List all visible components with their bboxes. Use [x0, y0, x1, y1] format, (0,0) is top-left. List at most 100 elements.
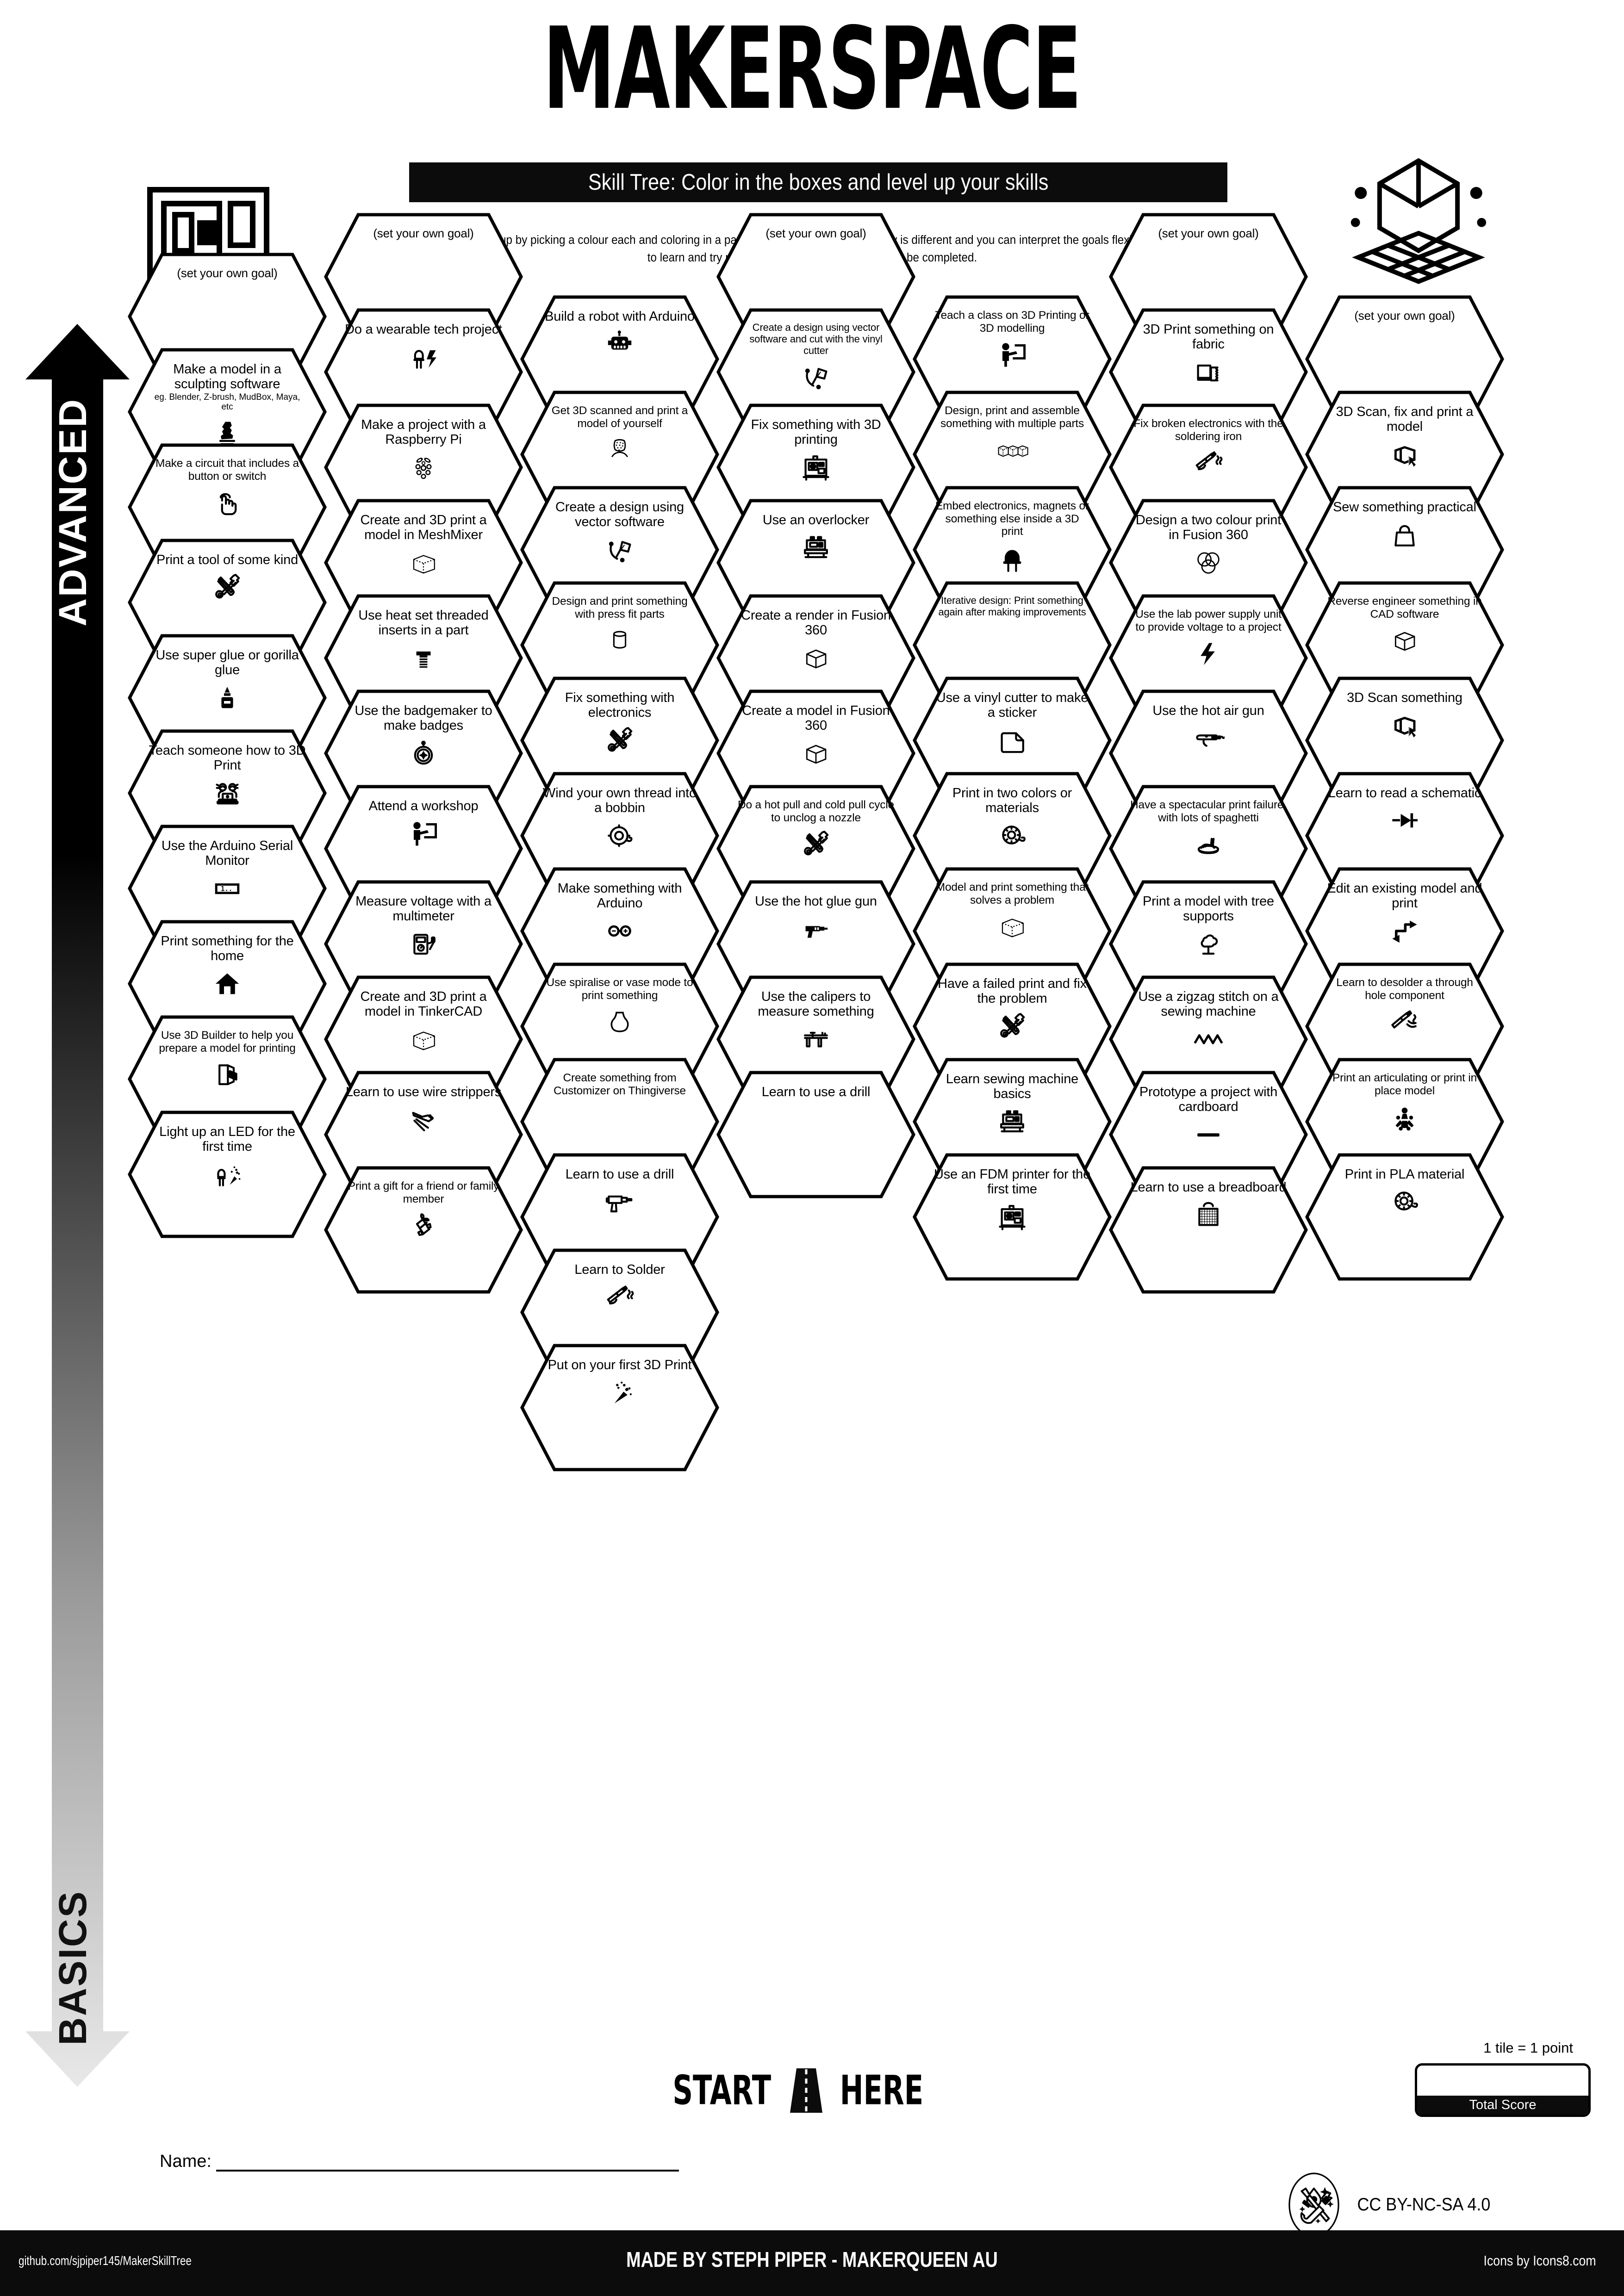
skill-tile[interactable]: Reverse engineer something in CAD softwa… [1305, 581, 1504, 709]
skill-tile[interactable]: Print a gift for a friend or family memb… [324, 1166, 523, 1294]
skill-tile[interactable]: Prototype a project with cardboard [1109, 1071, 1308, 1198]
skill-tile-label: Attend a workshop [368, 799, 479, 813]
skill-tile-label: (set your own goal) [373, 226, 474, 240]
skill-tile-label: 3D Scan, fix and print a model [1336, 404, 1474, 434]
badge-icon [407, 736, 440, 770]
skill-tile-label: Fix something with electronics [565, 690, 675, 720]
skill-tile[interactable]: Use spiralise or vase mode to print some… [520, 962, 719, 1090]
skill-tile[interactable]: Embed electronics, magnets or something … [913, 486, 1112, 614]
skill-tile[interactable]: Create a design using vector software an… [716, 308, 915, 436]
icons-credit[interactable]: Icons by Icons8.com [1483, 2253, 1596, 2269]
tools-icon [800, 827, 832, 861]
github-link[interactable]: github.com/sjpiper145/MakerSkillTree [19, 2253, 192, 2268]
skill-tile-label: Use spiralise or vase mode to print some… [546, 976, 693, 1002]
skill-tile[interactable]: Iterative design: Print something again … [913, 581, 1112, 709]
skill-tile[interactable]: Use the badgemaker to make badges [324, 689, 523, 817]
skill-tile-label: Create something from Customizer on Thin… [554, 1072, 686, 1097]
multimeter-icon [407, 927, 440, 961]
total-score-box[interactable]: Total Score [1415, 2063, 1591, 2117]
skill-tile[interactable]: Make a project with a Raspberry Pi [324, 403, 523, 531]
skill-tile-label: Fix broken electronics with the solderin… [1133, 417, 1283, 443]
skill-tile[interactable]: Teach a class on 3D Printing or 3D model… [913, 295, 1112, 423]
skill-tile[interactable]: Learn to use a drill [716, 1071, 915, 1198]
skill-tile[interactable]: 3D Print something on fabric [1109, 308, 1308, 436]
name-input-line[interactable] [216, 2169, 679, 2172]
skill-tile[interactable]: Print in PLA material [1305, 1153, 1504, 1281]
bag-icon [1388, 517, 1421, 552]
skill-tile[interactable]: (set your own goal) [128, 253, 327, 380]
skill-tile[interactable]: Edit an existing model and print [1305, 867, 1504, 995]
skill-tile-label: Iterative design: Print something again … [938, 595, 1086, 618]
skill-tile-label: 3D Scan something [1347, 690, 1462, 705]
skill-tile[interactable]: Create a model in Fusion 360 [716, 689, 915, 817]
skill-tile[interactable]: Fix something with electronics [520, 676, 719, 804]
skill-tile[interactable]: Have a failed print and fix the problem [913, 962, 1112, 1090]
skill-tile-label: Do a hot pull and cold pull cycle to unc… [738, 799, 894, 824]
skill-tile[interactable]: Model and print something that solves a … [913, 867, 1112, 995]
skill-tile[interactable]: Use an FDM printer for the first time [913, 1153, 1112, 1281]
skill-tile[interactable]: Teach someone how to 3D Print [128, 729, 327, 857]
name-label: Name: [160, 2152, 212, 2171]
skill-tile[interactable]: Make a circuit that includes a button or… [128, 443, 327, 571]
skill-tile-label: Learn to Solder [574, 1262, 665, 1277]
skill-tile[interactable]: (set your own goal) [1305, 295, 1504, 423]
led-icon [996, 541, 1028, 575]
skill-tile[interactable]: Wind your own thread into a bobbin [520, 772, 719, 900]
skill-tile[interactable]: Make something with Arduino [520, 867, 719, 995]
skill-tile-label: Design, print and assemble something wit… [940, 404, 1084, 430]
skill-tile[interactable]: Learn to desolder a through hole compone… [1305, 962, 1504, 1090]
skill-tile-label: Sew something practical [1333, 500, 1476, 515]
skill-tile[interactable]: Get 3D scanned and print a model of your… [520, 391, 719, 518]
skill-tile-label: Have a spectacular print failure, with l… [1130, 799, 1287, 824]
wire-strippers-icon [407, 1102, 440, 1136]
confetti-icon [604, 1375, 636, 1409]
skill-tile-label: Make something with Arduino [557, 881, 682, 911]
tools-icon [996, 1009, 1028, 1043]
skill-tile[interactable]: Print a tool of some kind [128, 539, 327, 666]
total-score-label: Total Score [1417, 2096, 1588, 2115]
skill-tile[interactable]: Use a vinyl cutter to make a sticker [913, 676, 1112, 804]
skill-tile[interactable]: Design a two colour print in Fusion 360 [1109, 499, 1308, 627]
presenter-icon [407, 816, 440, 850]
skill-tile[interactable]: Use the hot glue gun [716, 880, 915, 1008]
skill-tile[interactable]: Learn sewing machine basics [913, 1058, 1112, 1185]
skill-tile[interactable]: Measure voltage with a multimeter [324, 880, 523, 1008]
vector-pen-icon [604, 533, 636, 567]
skill-tile-label: Learn to use wire strippers [345, 1085, 502, 1099]
skill-tile[interactable]: Use the lab power supply unit to provide… [1109, 594, 1308, 722]
skill-tile-label: Use 3D Builder to help you prepare a mod… [159, 1029, 296, 1055]
skill-tile[interactable]: Create and 3D print a model in TinkerCAD [324, 975, 523, 1103]
skill-tile[interactable]: Learn to use a drill [520, 1153, 719, 1281]
name-field-row[interactable]: Name: [160, 2152, 679, 2172]
skill-tile[interactable]: 3D Scan something [1305, 676, 1504, 804]
skill-tile[interactable]: Put on your first 3D Print [520, 1344, 719, 1471]
skill-tile[interactable]: Create something from Customizer on Thin… [520, 1058, 719, 1185]
skill-tile[interactable]: Design and print something with press fi… [520, 581, 719, 709]
dotted-cube-icon [407, 1022, 440, 1056]
skill-tile[interactable]: Learn to use a breadboard [1109, 1166, 1308, 1294]
skill-tile[interactable]: Make a model in a sculpting software eg.… [128, 348, 327, 476]
skill-tile[interactable]: Use heat set threaded inserts in a part [324, 594, 523, 722]
skill-tile[interactable]: Create a render in Fusion 360 [716, 594, 915, 722]
skill-tile-label: Learn to use a breadboard [1130, 1180, 1287, 1195]
sewing-machine-icon [996, 1105, 1028, 1139]
skill-tile[interactable]: Print in two colors or materials [913, 772, 1112, 900]
skill-tile[interactable]: Use the calipers to measure something [716, 975, 915, 1103]
tile-point-note: 1 tile = 1 point [1483, 2040, 1573, 2056]
skill-tile-label: Edit an existing model and print [1327, 881, 1482, 911]
skill-tile[interactable]: Use super glue or gorilla glue [128, 634, 327, 762]
skill-tile[interactable]: Do a wearable tech project [324, 308, 523, 436]
skill-tile[interactable]: Light up an LED for the first time [128, 1111, 327, 1238]
soldering-iron-icon [604, 1280, 636, 1314]
skill-tile[interactable]: Have a spectacular print failure, with l… [1109, 785, 1308, 912]
skill-tile[interactable]: Learn to use wire strippers [324, 1071, 523, 1198]
skill-tile-label: 3D Print something on fabric [1143, 322, 1274, 352]
skill-tile-label: Do a wearable tech project [345, 322, 502, 337]
skill-tile[interactable]: Fix something with 3D printing [716, 403, 915, 531]
skill-tile[interactable]: Use the Arduino Serial Monitor 1.. [128, 825, 327, 952]
page-title: MAKERSPACE [543, 3, 1082, 135]
skill-tile[interactable]: Print an articulating or print in place … [1305, 1058, 1504, 1185]
skill-tile[interactable]: Learn to read a schematic [1305, 772, 1504, 900]
skill-tile-label: Create and 3D print a model in MeshMixer [360, 513, 487, 543]
